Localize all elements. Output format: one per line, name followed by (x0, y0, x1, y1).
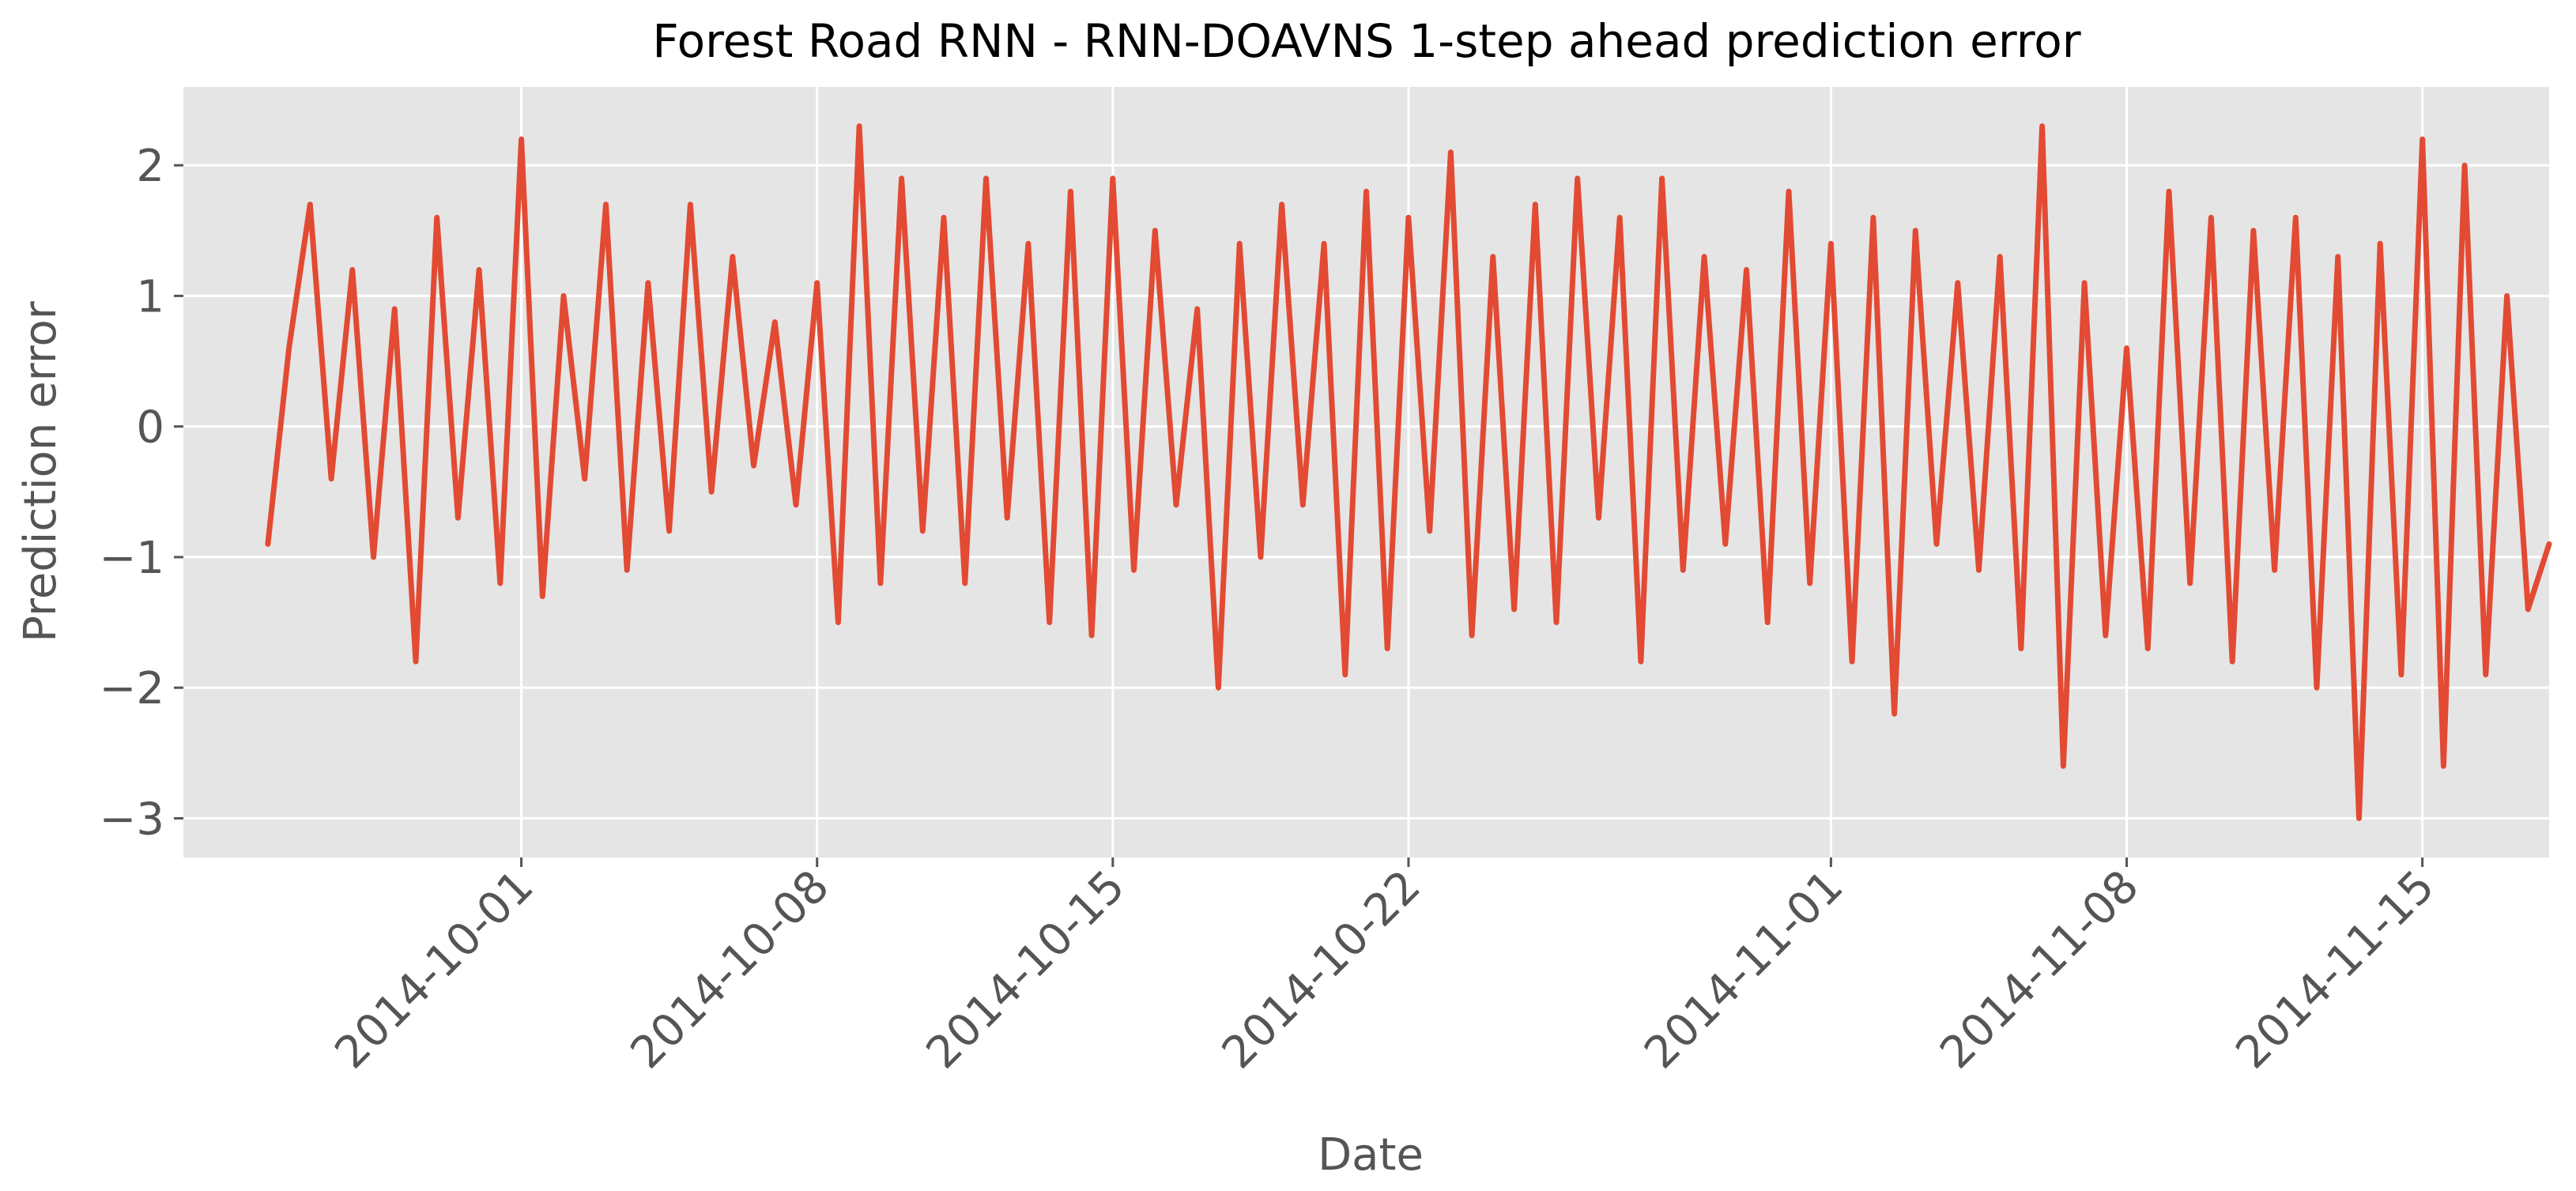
x-tick-label: 2014-10-22 (1213, 861, 1431, 1079)
y-tick-label: −2 (99, 663, 164, 714)
x-tick-label: 2014-10-01 (325, 861, 543, 1079)
y-tick-label: −3 (99, 793, 164, 845)
x-tick-label: 2014-10-08 (621, 861, 839, 1079)
y-tick-label: −1 (99, 533, 164, 584)
x-tick-label: 2014-11-08 (1930, 861, 2148, 1079)
y-tick-label: 0 (136, 402, 164, 454)
y-axis: −3 −2 −1 0 1 2 (99, 141, 183, 845)
y-axis-label: Prediction error (15, 300, 66, 643)
x-tick-label: 2014-11-01 (1635, 861, 1853, 1079)
x-tick-label: 2014-11-15 (2226, 861, 2444, 1079)
y-tick-label: 2 (136, 141, 164, 192)
chart-title: Forest Road RNN - RNN-DOAVNS 1-step ahea… (652, 14, 2080, 68)
series-layer (265, 123, 2552, 821)
series-line (265, 123, 2552, 821)
y-tick-label: 1 (136, 271, 164, 322)
x-axis-label: Date (1318, 1129, 1424, 1181)
x-axis: 2014-10-01 2014-10-08 2014-10-15 2014-10-22… (325, 857, 2445, 1079)
x-tick-label: 2014-10-15 (917, 861, 1135, 1079)
